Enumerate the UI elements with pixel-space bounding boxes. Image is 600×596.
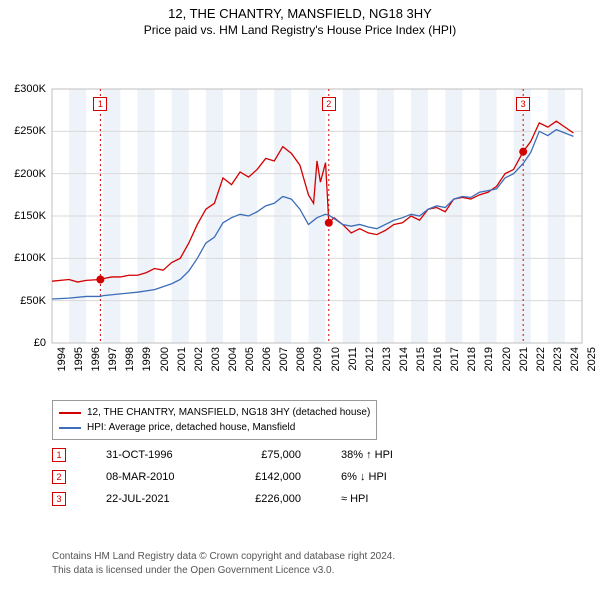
legend-swatch [59, 412, 81, 414]
x-axis-label: 2006 [261, 347, 273, 371]
x-axis-label: 2003 [210, 347, 222, 371]
x-axis-label: 1994 [56, 347, 68, 371]
x-axis-label: 2022 [535, 347, 547, 371]
sale-delta: ≈ HPI [341, 493, 411, 505]
x-axis-label: 2009 [312, 347, 324, 371]
sale-row: 1 31-OCT-1996 £75,000 38% ↑ HPI [52, 444, 411, 466]
x-axis-label: 2015 [415, 347, 427, 371]
y-axis-label: £150K [0, 210, 46, 222]
y-axis-label: £300K [0, 83, 46, 95]
x-axis-label: 1998 [124, 347, 136, 371]
sale-row: 2 08-MAR-2010 £142,000 6% ↓ HPI [52, 466, 411, 488]
sale-price: £75,000 [236, 449, 301, 461]
legend-label: HPI: Average price, detached house, Mans… [87, 420, 295, 435]
chart-title: 12, THE CHANTRY, MANSFIELD, NG18 3HY [0, 6, 600, 21]
sale-row-marker: 1 [52, 448, 66, 462]
y-axis-label: £100K [0, 252, 46, 264]
sales-table: 1 31-OCT-1996 £75,000 38% ↑ HPI 2 08-MAR-2010… [52, 444, 411, 510]
sale-row: 3 22-JUL-2021 £226,000 ≈ HPI [52, 488, 411, 510]
sale-row-marker: 2 [52, 470, 66, 484]
x-axis-label: 1995 [73, 347, 85, 371]
chart-subtitle: Price paid vs. HM Land Registry's House … [0, 23, 600, 37]
legend-item: HPI: Average price, detached house, Mans… [59, 420, 370, 435]
x-axis-label: 2004 [227, 347, 239, 371]
x-axis-label: 2023 [552, 347, 564, 371]
sale-marker-3: 3 [516, 97, 530, 111]
y-axis-label: £50K [0, 295, 46, 307]
chart-area: £0 £50K £100K £150K £200K £250K £300K 1994 1995 1… [0, 41, 600, 381]
sale-marker-2: 2 [322, 97, 336, 111]
x-axis-label: 2017 [449, 347, 461, 371]
x-axis-label: 2005 [244, 347, 256, 371]
sale-row-marker: 3 [52, 492, 66, 506]
sale-price: £226,000 [236, 493, 301, 505]
x-axis-label: 2002 [193, 347, 205, 371]
y-axis-label: £200K [0, 168, 46, 180]
x-axis-label: 2025 [586, 347, 598, 371]
x-axis-label: 2024 [569, 347, 581, 371]
chart-container: 12, THE CHANTRY, MANSFIELD, NG18 3HY Pri… [0, 6, 600, 596]
x-axis-label: 2007 [278, 347, 290, 371]
sale-delta: 6% ↓ HPI [341, 471, 411, 483]
x-axis-label: 2000 [159, 347, 171, 371]
x-axis-label: 2001 [176, 347, 188, 371]
y-axis-label: £0 [0, 337, 46, 349]
sale-delta: 38% ↑ HPI [341, 449, 411, 461]
x-axis-label: 2020 [501, 347, 513, 371]
x-axis-label: 1997 [107, 347, 119, 371]
x-axis-label: 2016 [432, 347, 444, 371]
x-axis-label: 2011 [347, 347, 359, 371]
legend-label: 12, THE CHANTRY, MANSFIELD, NG18 3HY (de… [87, 405, 370, 420]
legend-swatch [59, 427, 81, 429]
x-axis-label: 1996 [90, 347, 102, 371]
footnote-line2: This data is licensed under the Open Gov… [52, 564, 395, 578]
sale-marker-1: 1 [93, 97, 107, 111]
legend-item: 12, THE CHANTRY, MANSFIELD, NG18 3HY (de… [59, 405, 370, 420]
x-axis-label: 2018 [466, 347, 478, 371]
x-axis-label: 2021 [518, 347, 530, 371]
x-axis-label: 2012 [364, 347, 376, 371]
sale-price: £142,000 [236, 471, 301, 483]
sale-date: 08-MAR-2010 [106, 471, 196, 483]
x-axis-label: 2014 [398, 347, 410, 371]
sale-date: 31-OCT-1996 [106, 449, 196, 461]
footnote: Contains HM Land Registry data © Crown c… [52, 550, 395, 578]
sale-date: 22-JUL-2021 [106, 493, 196, 505]
x-axis-label: 1999 [141, 347, 153, 371]
x-axis-label: 2013 [381, 347, 393, 371]
x-axis-label: 2008 [295, 347, 307, 371]
footnote-line1: Contains HM Land Registry data © Crown c… [52, 550, 395, 564]
legend-box: 12, THE CHANTRY, MANSFIELD, NG18 3HY (de… [52, 400, 377, 440]
x-axis-label: 2010 [330, 347, 342, 371]
x-axis-label: 2019 [483, 347, 495, 371]
y-axis-label: £250K [0, 125, 46, 137]
